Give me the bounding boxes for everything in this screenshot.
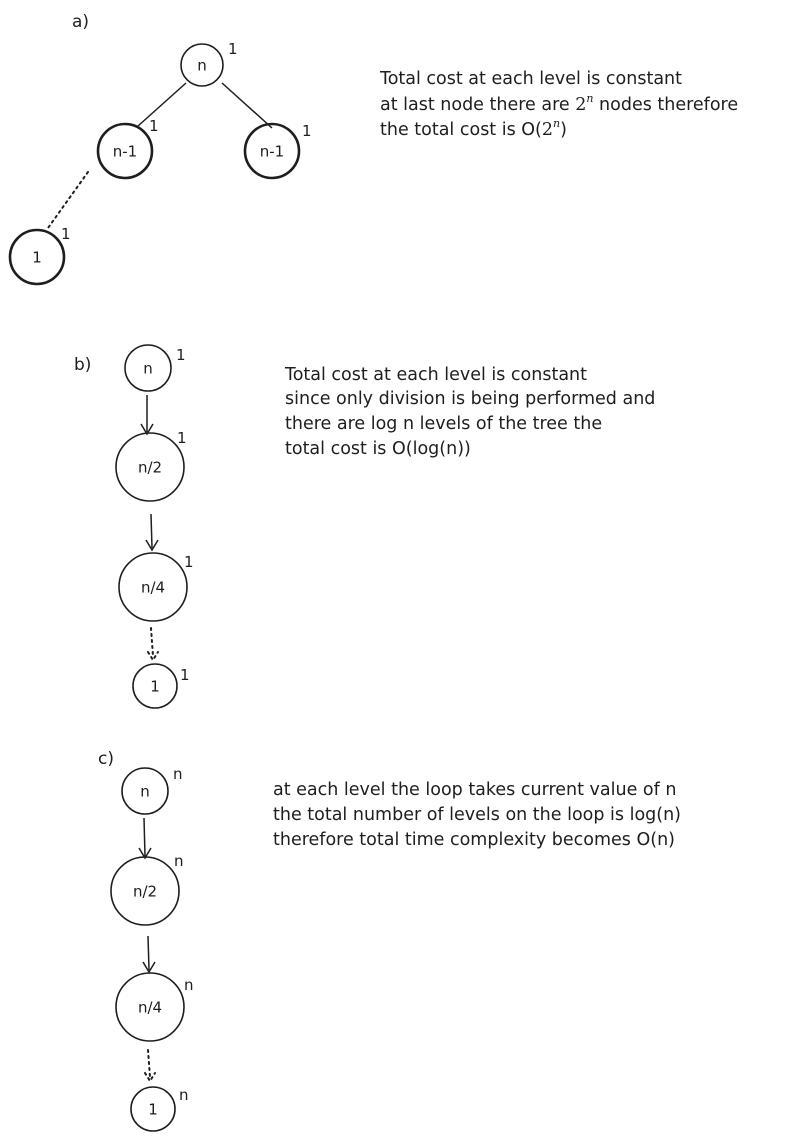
node-a-left-label: n-1 (113, 143, 137, 161)
note-c-line-2: the total number of levels on the loop i… (273, 805, 681, 825)
node-c-1 (110, 856, 180, 926)
part-b: b) n 1 n/2 1 n/4 1 1 1 Total cost at eac… (74, 344, 655, 709)
node-a-right-label: n-1 (260, 143, 284, 161)
node-a-left (96, 122, 154, 180)
node-a-leaf-label: 1 (32, 249, 42, 267)
node-c-2-label: n/4 (138, 999, 162, 1017)
node-c-0 (121, 767, 169, 815)
note-a: Total cost at each level is constant at … (379, 69, 738, 140)
note-b-line-1: Total cost at each level is constant (284, 365, 587, 385)
arrow-b-1-head (140, 423, 154, 436)
node-b-1-label: n/2 (138, 459, 162, 477)
arrow-b-2-head (145, 539, 159, 552)
node-b-3-label: 1 (150, 678, 160, 696)
cost-b-3: 1 (180, 666, 190, 684)
cost-a-right: 1 (302, 122, 312, 140)
note-b: Total cost at each level is constant sin… (284, 365, 655, 459)
cost-c-1: n (174, 852, 184, 870)
part-c: c) n n n/2 n n/4 n 1 n at each level the… (98, 749, 681, 1132)
part-c-label: c) (98, 749, 114, 769)
note-c-line-1: at each level the loop takes current val… (273, 780, 676, 800)
node-c-2 (115, 972, 185, 1042)
node-c-0-label: n (140, 783, 150, 801)
node-a-leaf (8, 228, 66, 286)
node-b-2 (118, 552, 188, 622)
note-b-line-3: there are log n levels of the tree the (285, 414, 602, 434)
arrow-b-2 (150, 513, 153, 549)
arrow-c-2-head (142, 961, 156, 974)
arrow-c-2 (147, 935, 150, 971)
part-a-label: a) (72, 12, 89, 32)
cost-c-0: n (173, 765, 183, 783)
node-c-3-label: 1 (148, 1101, 158, 1119)
note-b-line-4: total cost is O(log(n)) (285, 439, 471, 459)
cost-b-2: 1 (184, 553, 194, 571)
cost-a-root: 1 (228, 40, 238, 58)
cost-b-1: 1 (177, 429, 187, 447)
node-c-3 (130, 1086, 176, 1132)
node-a-root (180, 43, 224, 87)
edge-a-root-left (137, 82, 187, 127)
node-a-right (243, 122, 301, 180)
node-b-0-label: n (143, 360, 153, 378)
cost-a-leaf: 1 (61, 225, 71, 243)
part-a: a) n 1 n-1 1 n-1 1 1 1 Total cost at eac… (8, 12, 738, 286)
node-b-2-label: n/4 (141, 579, 165, 597)
arrow-c-1-head (138, 847, 152, 860)
cost-b-0: 1 (176, 346, 186, 364)
note-a-line-2: at last node there are 2n nodes therefor… (380, 92, 738, 115)
dotted-arrow-c (147, 1049, 151, 1078)
part-b-label: b) (74, 355, 91, 375)
node-b-1 (115, 432, 185, 502)
cost-c-3: n (179, 1086, 189, 1104)
cost-c-2: n (184, 976, 194, 994)
note-a-line-1: Total cost at each level is constant (379, 69, 682, 89)
node-a-root-label: n (197, 57, 207, 75)
note-a-line-3: the total cost is O(2n) (380, 117, 567, 140)
cost-a-left: 1 (149, 117, 159, 135)
note-b-line-2: since only division is being performed a… (285, 389, 655, 409)
dotted-arrow-b (150, 627, 154, 657)
note-c-line-3: therefore total time complexity becomes … (273, 830, 675, 850)
edge-a-root-right (221, 82, 273, 129)
node-b-0 (124, 344, 172, 392)
dotted-edge-a (47, 171, 89, 229)
note-c: at each level the loop takes current val… (273, 780, 681, 850)
node-b-3 (132, 663, 178, 709)
node-c-1-label: n/2 (133, 883, 157, 901)
arrow-c-1 (143, 817, 146, 857)
